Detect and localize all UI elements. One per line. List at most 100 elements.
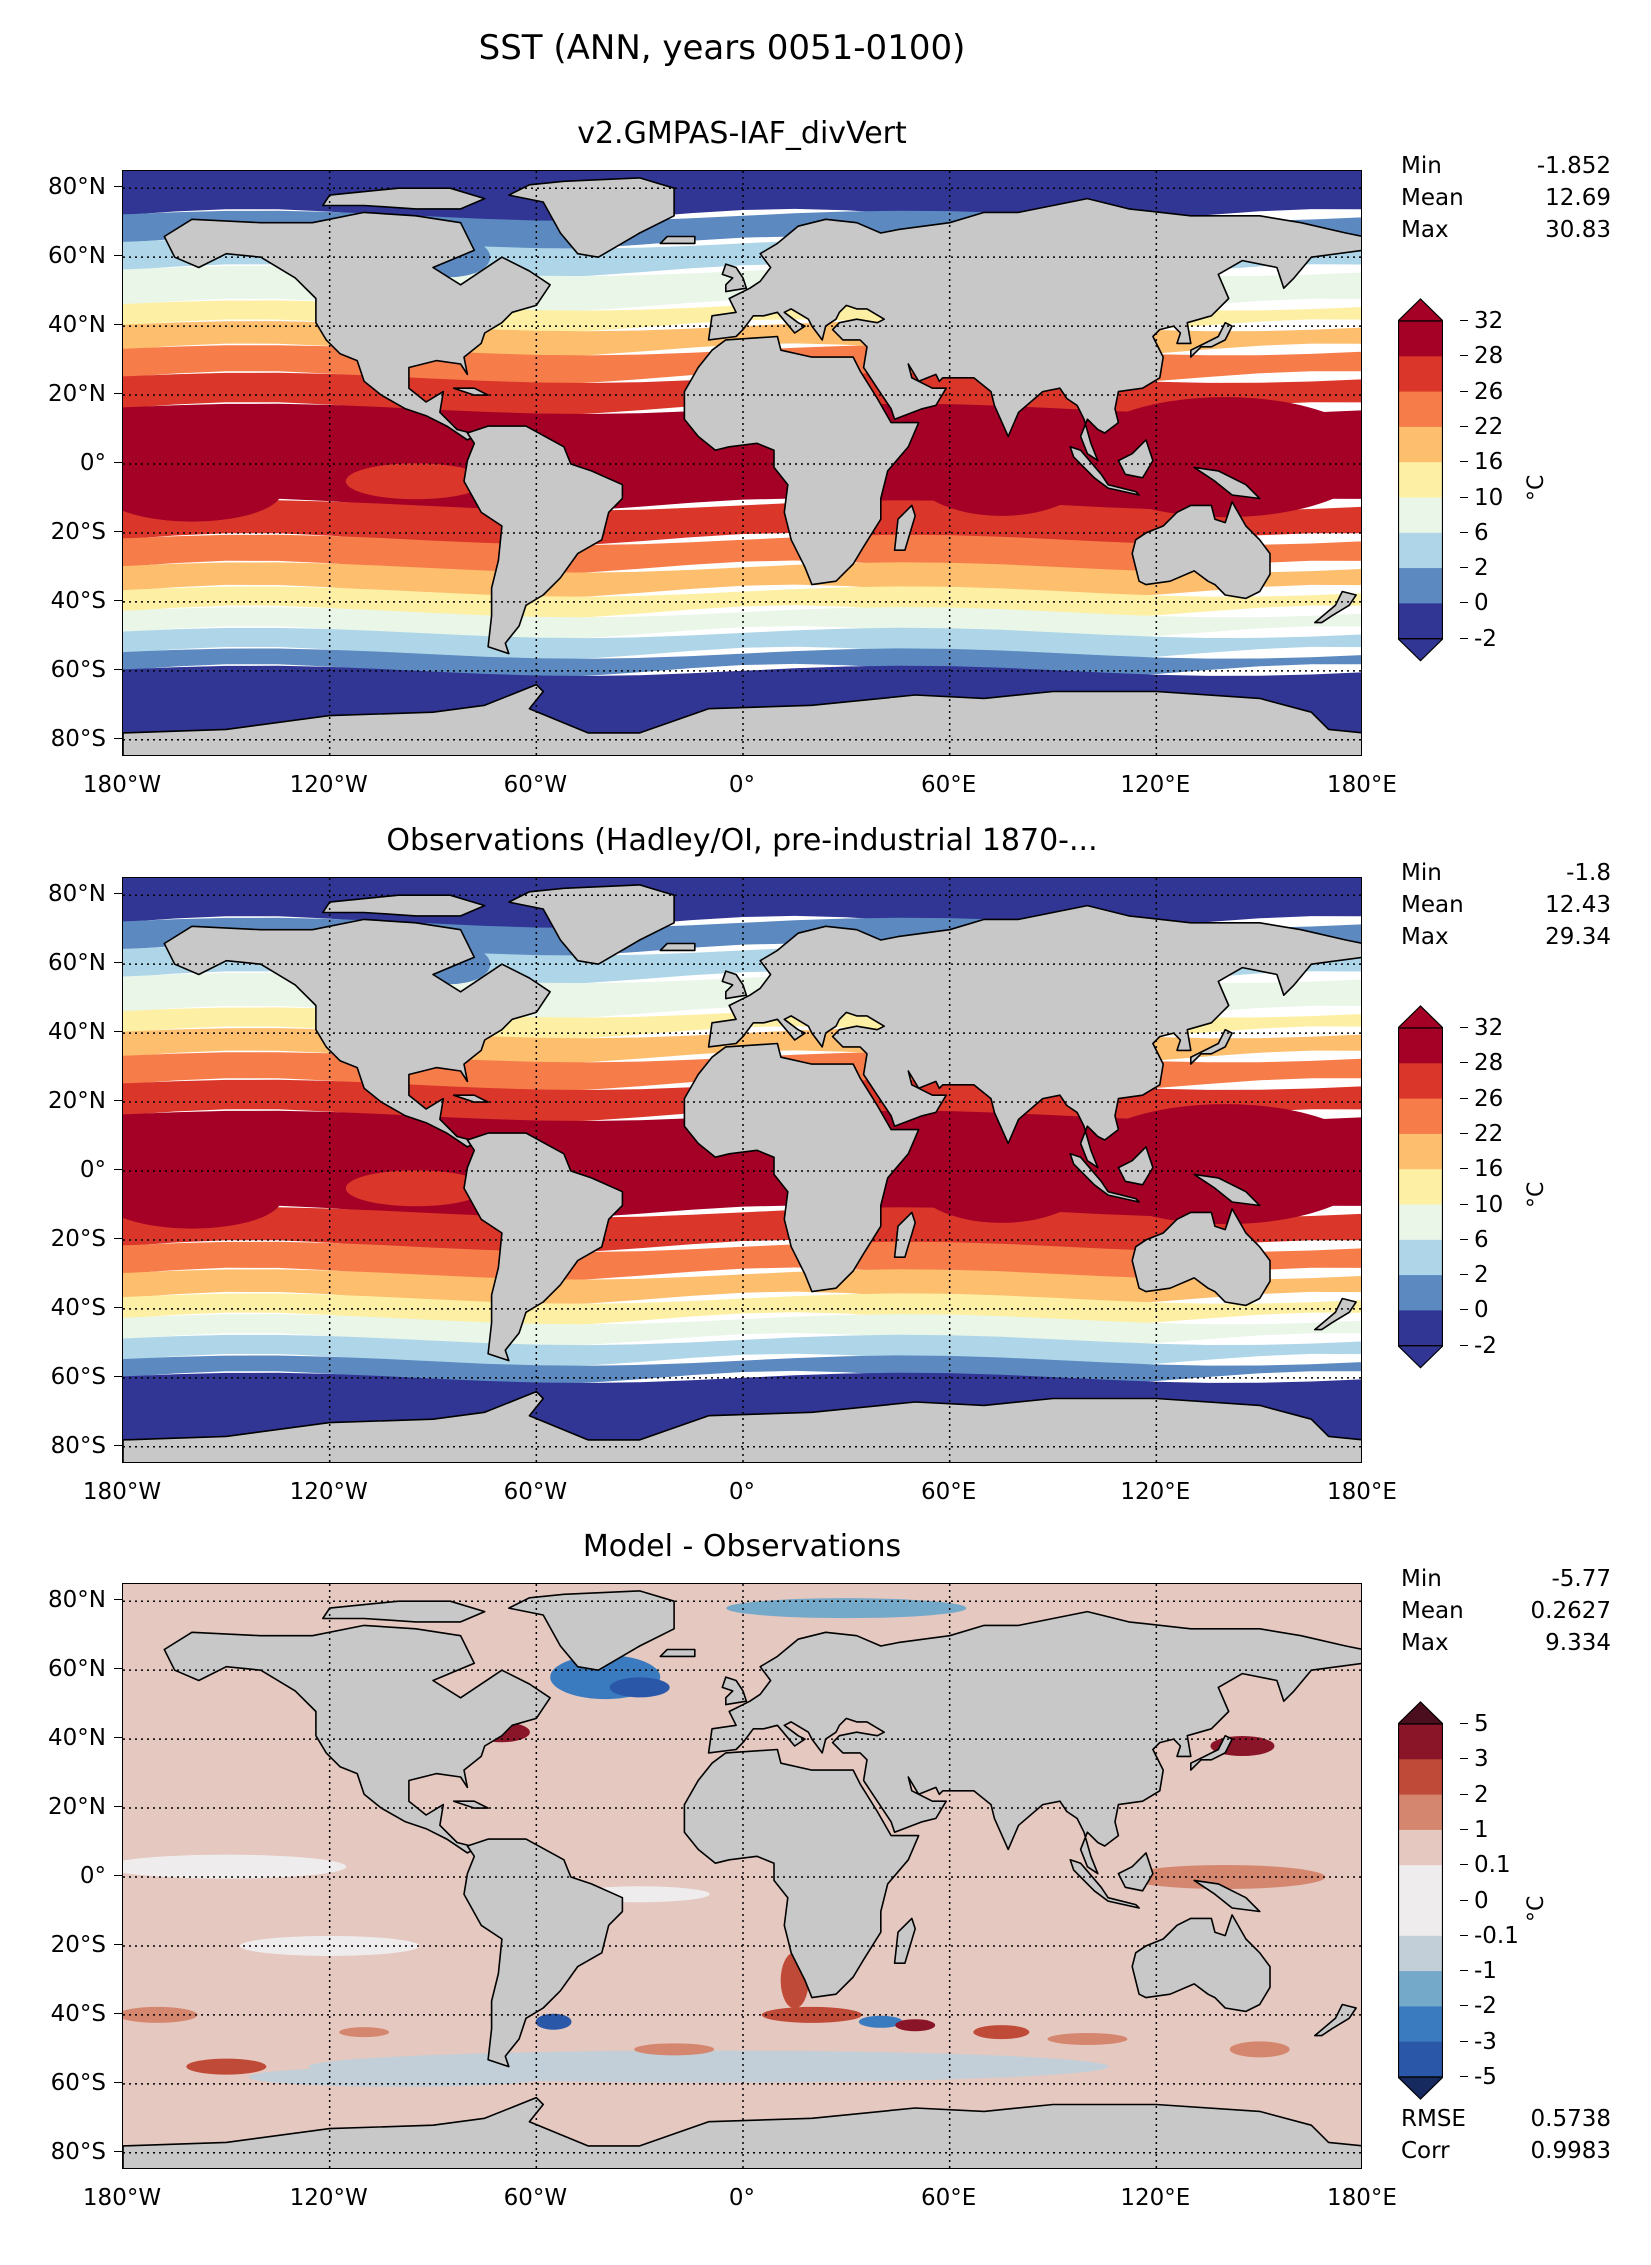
- colorbar-tick-label: 0: [1460, 590, 1489, 617]
- lat-tick-label: 40°S: [0, 2001, 122, 2027]
- land-greenland: [508, 1590, 675, 1671]
- colorbar-tick-label: 0: [1460, 1887, 1489, 1914]
- colorbar-tick-label: 5: [1460, 1711, 1489, 1737]
- warm-pool-south-pacific: [123, 1168, 282, 1229]
- map-model: [122, 170, 1362, 756]
- colorbar-segment: [1398, 1169, 1443, 1205]
- land-madagascar: [893, 1917, 916, 1964]
- land-sumatra-java: [1069, 1153, 1140, 1203]
- stat-value: 0.5738: [1530, 2106, 1611, 2132]
- lat-tick-label: 80°S: [0, 2139, 122, 2165]
- cold-tongue: [345, 463, 486, 500]
- colorbar-segment: [1398, 356, 1443, 393]
- colorbar-under-arrow: [1398, 638, 1443, 662]
- colorbar-tick-label: 22: [1459, 1120, 1504, 1147]
- diff-anomaly: [123, 1854, 347, 1879]
- lon-tick-label: 0°: [728, 2185, 756, 2211]
- land-antarctica: [123, 683, 1361, 755]
- land-japan: [1190, 321, 1233, 358]
- colorbar-tick-label: -1: [1460, 1958, 1497, 1985]
- colorbar-segment: [1398, 426, 1443, 463]
- colorbar-tick-label: -3: [1460, 2028, 1497, 2055]
- land-new-zealand: [1314, 590, 1357, 624]
- colorbar-tick-label: 10: [1459, 1191, 1504, 1218]
- lon-tick-label: 180°W: [82, 772, 162, 798]
- stat-label: Min: [1401, 153, 1442, 179]
- land-sumatra-java: [1069, 446, 1140, 496]
- sst-contour-band: [123, 1241, 1361, 1282]
- lon-tick-label: 60°E: [921, 1479, 977, 1505]
- lon-tick-label: 120°W: [289, 772, 368, 798]
- land-iceland: [659, 1648, 696, 1658]
- diff-anomaly: [535, 2013, 572, 2030]
- colorbar-unit-label: °C: [1524, 474, 1549, 501]
- colorbar-tick-label: 28: [1459, 343, 1504, 370]
- land-antarctica: [123, 1390, 1361, 1462]
- land-greenland: [508, 177, 675, 258]
- lat-tick-label: 40°N: [0, 312, 122, 338]
- sst-contour-band: [123, 1207, 1361, 1254]
- colorbar-tick-label: 3: [1460, 1746, 1489, 1773]
- lat-tick-label: 80°N: [0, 881, 122, 907]
- stat-label: Max: [1401, 924, 1449, 950]
- diff-anomaly: [1229, 2041, 1290, 2058]
- land-madagascar: [893, 504, 916, 551]
- lat-tick-label: 0°: [0, 450, 122, 476]
- lat-tick-label: 80°S: [0, 1433, 122, 1459]
- land-south-america: [463, 1132, 624, 1362]
- land-sri-lanka-cuba: [452, 387, 489, 396]
- lon-tick-label: 180°E: [1327, 2185, 1397, 2211]
- colorbar-segment: [1398, 1239, 1443, 1276]
- lat-tick-label: 0°: [0, 1157, 122, 1183]
- sst-contour-band: [123, 1293, 1361, 1327]
- land-arctic-islands: [322, 1600, 486, 1623]
- land-iceland: [659, 942, 696, 952]
- land-arctic-islands: [322, 187, 486, 210]
- colorbar-segment: [1398, 1204, 1443, 1241]
- colorbar-under-arrow: [1398, 1345, 1443, 1369]
- land-sri-lanka-cuba: [452, 1800, 489, 1809]
- cold-tongue: [345, 1170, 486, 1207]
- colorbar-tick-label: 16: [1459, 449, 1504, 476]
- stat-label: Corr: [1401, 2138, 1450, 2164]
- lat-tick-label: 60°S: [0, 2070, 122, 2096]
- land-australia: [1131, 1914, 1271, 2013]
- land-sumatra-java: [1069, 1859, 1140, 1909]
- land-europe-asia: [707, 1610, 1361, 1875]
- colorbar-tick-label: 2: [1460, 1781, 1489, 1808]
- land-borneo: [1117, 439, 1154, 479]
- colorbar-tick-label: -5: [1460, 2064, 1497, 2090]
- colorbar-segment: [1398, 2041, 1443, 2078]
- land-africa: [683, 335, 920, 586]
- lat-tick-label: 40°N: [0, 1019, 122, 1045]
- lat-tick-label: 0°: [0, 1863, 122, 1889]
- colorbar-segment: [1398, 568, 1443, 604]
- land-australia: [1131, 1208, 1271, 1307]
- land-new-guinea: [1193, 1879, 1261, 1913]
- stat-label: RMSE: [1401, 2106, 1466, 2132]
- land-new-guinea: [1193, 466, 1261, 500]
- colorbar-segment: [1398, 603, 1443, 640]
- stat-value: 9.334: [1545, 1630, 1611, 1656]
- colorbar-tick-label: -2: [1460, 1993, 1497, 2020]
- land-antarctica: [123, 2096, 1361, 2168]
- stat-value: 12.43: [1545, 892, 1611, 918]
- colorbar: [1398, 1701, 1443, 2100]
- colorbar-tick-label: 2: [1460, 555, 1489, 582]
- warm-pool-indian: [911, 1132, 1092, 1223]
- stat-value: 29.34: [1545, 924, 1611, 950]
- colorbar-segment: [1398, 532, 1443, 569]
- colorbar-frame: [1398, 320, 1443, 640]
- lat-tick-label: 60°S: [0, 1364, 122, 1390]
- lon-tick-label: 180°E: [1327, 772, 1397, 798]
- panel-title: Model - Observations: [582, 1529, 902, 1564]
- colorbar-tick-label: 32: [1459, 308, 1504, 334]
- stat-label: Max: [1401, 217, 1449, 243]
- lon-tick-label: 0°: [728, 772, 756, 798]
- stat-label: Min: [1401, 860, 1442, 886]
- sst-contour-band: [123, 534, 1361, 575]
- warm-pool-south-pacific: [123, 461, 282, 522]
- stat-value: 12.69: [1545, 185, 1611, 211]
- stats-box: Min -1.8 Mean 12.43 Max 29.34: [1401, 857, 1611, 953]
- colorbar-tick-label: -2: [1460, 1332, 1497, 1359]
